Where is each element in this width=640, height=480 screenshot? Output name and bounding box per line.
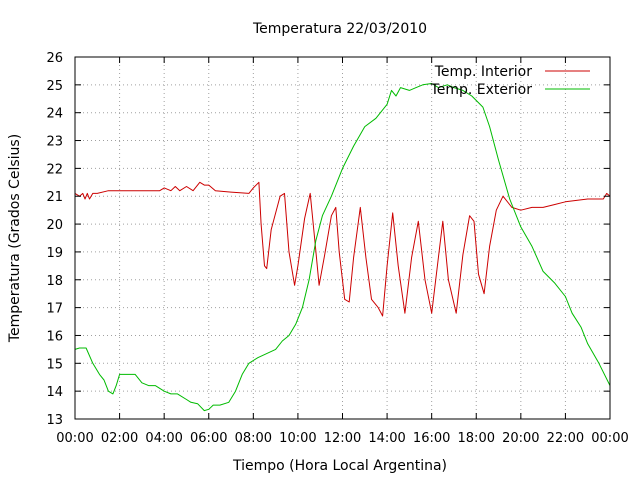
y-axis-label: Temperatura (Grados Celsius) xyxy=(7,134,23,343)
x-tick-label: 12:00 xyxy=(324,431,361,446)
x-tick-label: 04:00 xyxy=(145,431,182,446)
x-tick-labels: 00:00 02:00 04:00 06:00 08:00 10:00 12:00 14:00… xyxy=(56,431,628,446)
legend: Temp. Interior Temp. Exterior xyxy=(430,64,590,98)
y-tick-label: 24 xyxy=(46,107,63,122)
x-tick-label: 00:00 xyxy=(591,431,628,446)
x-tick-label: 02:00 xyxy=(101,431,138,446)
y-tick-label: 21 xyxy=(46,190,63,205)
y-tick-label: 17 xyxy=(46,302,63,317)
y-tick-label: 26 xyxy=(46,51,63,66)
axis-ticks xyxy=(74,56,611,420)
x-tick-label: 22:00 xyxy=(547,431,584,446)
y-tick-label: 15 xyxy=(46,357,63,372)
x-tick-label: 10:00 xyxy=(279,431,316,446)
series-line-temp-exterior xyxy=(74,83,611,412)
series-line-temp-interior xyxy=(74,181,611,317)
y-tick-label: 13 xyxy=(46,413,63,428)
x-tick-label: 16:00 xyxy=(413,431,450,446)
x-tick-label: 00:00 xyxy=(56,431,93,446)
chart-title: Temperatura 22/03/2010 xyxy=(252,21,427,37)
legend-label-temp-interior: Temp. Interior xyxy=(434,64,533,80)
y-tick-label: 18 xyxy=(46,274,63,289)
x-tick-label: 08:00 xyxy=(235,431,272,446)
x-tick-label: 20:00 xyxy=(502,431,539,446)
series-layer xyxy=(74,83,611,412)
y-tick-label: 16 xyxy=(46,329,63,344)
x-tick-label: 14:00 xyxy=(368,431,405,446)
y-tick-label: 25 xyxy=(46,79,63,94)
x-tick-label: 06:00 xyxy=(190,431,227,446)
y-tick-label: 14 xyxy=(46,385,63,400)
y-tick-label: 22 xyxy=(46,162,63,177)
x-tick-label: 18:00 xyxy=(458,431,495,446)
y-tick-label: 19 xyxy=(46,246,63,261)
y-tick-label: 23 xyxy=(46,135,63,150)
legend-label-temp-exterior: Temp. Exterior xyxy=(430,82,533,98)
y-tick-labels: 13 14 15 16 17 18 19 20 21 22 23 24 25 26 xyxy=(46,51,63,428)
x-axis-label: Tiempo (Hora Local Argentina) xyxy=(232,458,447,474)
grid-lines xyxy=(75,57,610,419)
y-tick-label: 20 xyxy=(46,218,63,233)
